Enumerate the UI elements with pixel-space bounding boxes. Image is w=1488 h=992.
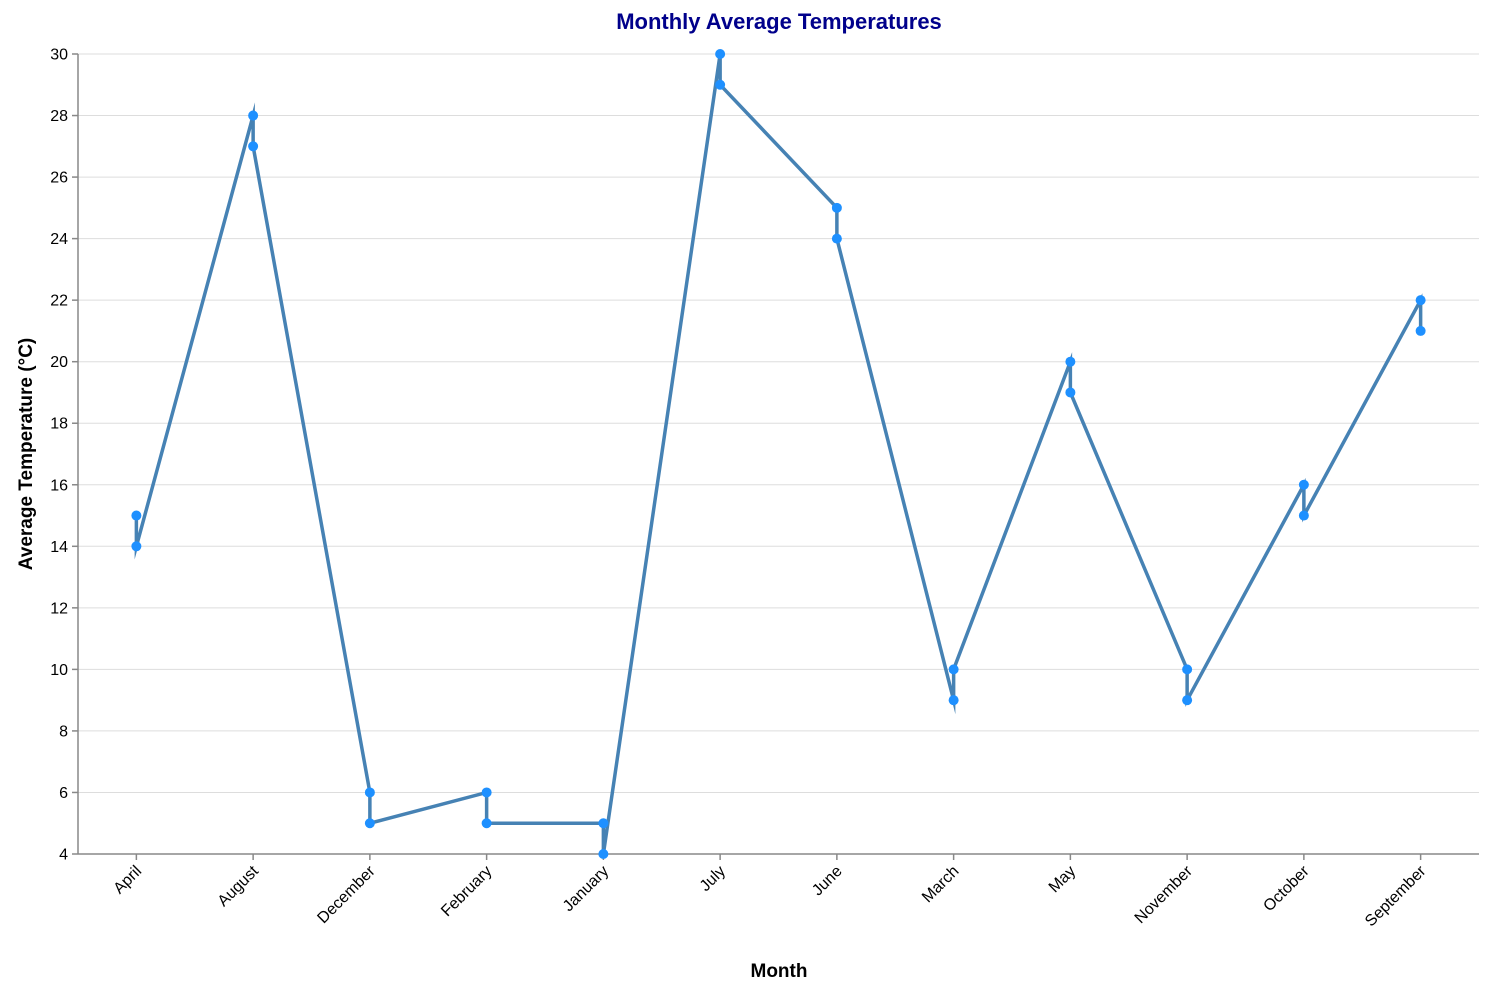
y-tick-label: 6: [59, 785, 68, 802]
gridlines: [78, 53, 1479, 855]
x-axis-title: Month: [751, 961, 808, 982]
x-tick-label: July: [697, 863, 729, 895]
series-line-layer: [134, 53, 1423, 855]
data-point[interactable]: [598, 849, 609, 859]
x-tick-label: August: [215, 862, 263, 910]
data-point[interactable]: [131, 510, 142, 521]
y-tick-label: 22: [50, 293, 68, 310]
data-point[interactable]: [1182, 664, 1193, 675]
x-tick-label: May: [1046, 863, 1079, 896]
data-point[interactable]: [831, 202, 842, 213]
data-point[interactable]: [1298, 479, 1309, 490]
data-point[interactable]: [1415, 325, 1426, 336]
y-tick-label: 4: [59, 847, 68, 864]
chart-title: Monthly Average Temperatures: [616, 9, 942, 34]
data-point[interactable]: [948, 664, 959, 675]
x-tick-label: April: [111, 863, 146, 898]
series-line: [134, 53, 1423, 855]
data-point[interactable]: [715, 79, 726, 90]
data-point[interactable]: [1415, 295, 1426, 306]
data-point[interactable]: [248, 110, 259, 121]
data-point[interactable]: [364, 787, 375, 798]
data-point[interactable]: [248, 141, 259, 152]
data-point[interactable]: [1065, 356, 1076, 367]
y-tick-label: 10: [50, 662, 68, 679]
data-point[interactable]: [1182, 695, 1193, 706]
y-tick-label: 30: [50, 47, 68, 64]
y-tick-label: 12: [50, 600, 68, 617]
x-tick-label: November: [1132, 862, 1197, 927]
x-tick-label: September: [1362, 862, 1430, 930]
y-tick-label: 8: [59, 723, 68, 740]
x-tick-label: December: [314, 862, 379, 927]
y-tick-label: 14: [50, 539, 68, 556]
data-point[interactable]: [598, 818, 609, 829]
data-point[interactable]: [481, 787, 492, 798]
data-points: [131, 49, 1426, 859]
x-tick-label: June: [809, 863, 846, 900]
x-tick-label: February: [438, 863, 495, 920]
x-tick-label: March: [919, 863, 962, 906]
y-tick-label: 24: [50, 231, 68, 248]
data-point[interactable]: [131, 541, 142, 552]
data-point[interactable]: [364, 818, 375, 829]
x-tick-label: October: [1260, 862, 1313, 915]
data-point[interactable]: [1298, 510, 1309, 521]
x-tick-label: January: [560, 863, 612, 915]
y-axis-title: Average Temperature (°C): [16, 338, 37, 571]
data-point[interactable]: [1065, 387, 1076, 398]
axes: 4 6 8 10 12 14 16 18 20 22 24 26 28 30 April August Dece…: [50, 47, 1479, 930]
y-tick-label: 16: [50, 477, 68, 494]
data-point[interactable]: [481, 818, 492, 829]
data-point[interactable]: [831, 233, 842, 244]
data-point[interactable]: [715, 49, 726, 59]
data-point[interactable]: [948, 695, 959, 706]
y-tick-label: 20: [50, 354, 68, 371]
y-tick-label: 18: [50, 416, 68, 433]
y-tick-label: 26: [50, 170, 68, 187]
y-tick-label: 28: [50, 108, 68, 125]
